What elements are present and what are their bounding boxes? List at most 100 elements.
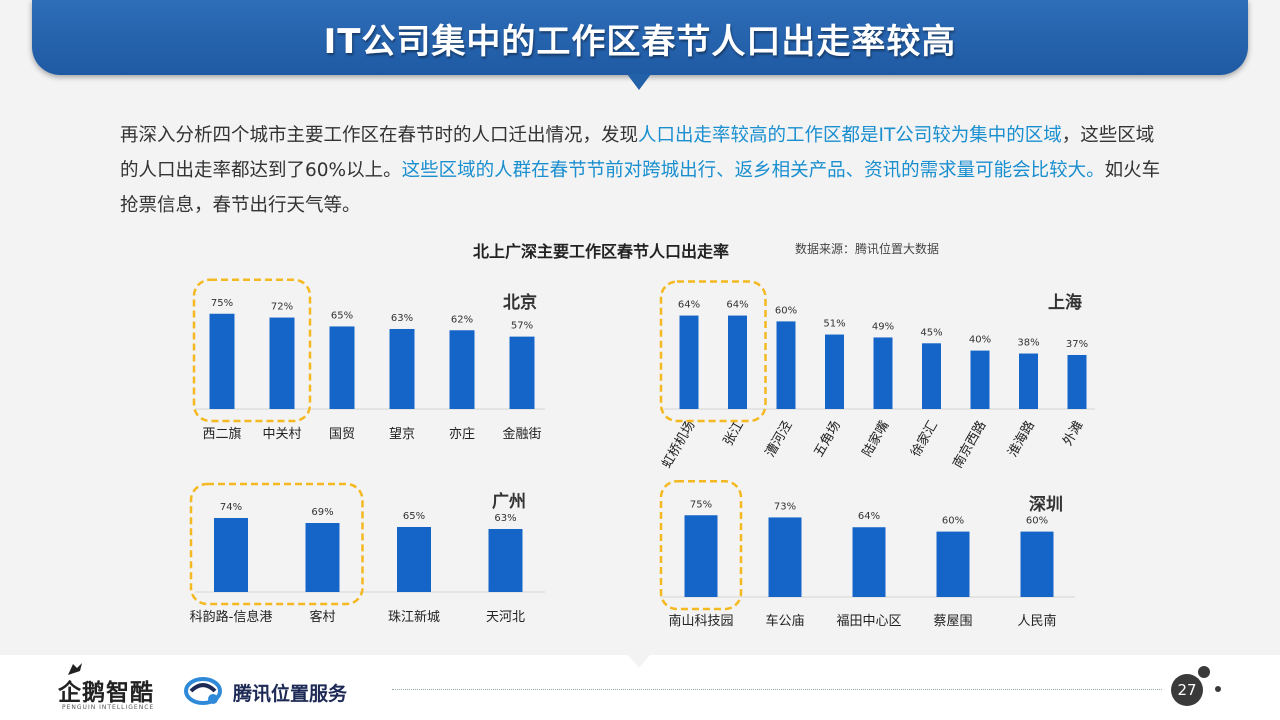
footer-notch bbox=[628, 655, 650, 668]
category-label-guangzhou: 珠江新城 bbox=[388, 609, 440, 625]
data-label-shanghai: 49% bbox=[872, 321, 894, 332]
data-label-shenzhen: 60% bbox=[1026, 516, 1048, 527]
category-label-beijing: 望京 bbox=[389, 426, 415, 442]
highlight-box-guangzhou bbox=[189, 482, 364, 606]
data-label-beijing: 62% bbox=[451, 314, 473, 325]
bar-beijing bbox=[389, 328, 415, 409]
data-label-beijing: 63% bbox=[391, 313, 413, 324]
city-title-shanghai: 上海 bbox=[1048, 292, 1082, 313]
desc-text-1: 再深入分析四个城市主要工作区在春节时的人口迁出情况，发现 bbox=[120, 125, 639, 146]
decor-dot bbox=[1198, 666, 1210, 678]
bar-shenzhen bbox=[768, 517, 802, 597]
category-label-shanghai: 淮海路 bbox=[1005, 418, 1038, 460]
penguin-icon bbox=[68, 663, 82, 675]
category-label-shanghai: 徐家汇 bbox=[908, 418, 941, 460]
category-label-shanghai: 五角场 bbox=[811, 419, 843, 460]
category-label-shanghai: 外滩 bbox=[1060, 419, 1086, 449]
charts-area: 北京 75% 西二旗 72% 中关村 65% 国贸 63% 望京 62% 亦庄 57% 金融街 上海 64%… bbox=[189, 278, 1095, 629]
data-label-shanghai: 40% bbox=[969, 335, 991, 346]
page-number: 27 bbox=[1171, 674, 1203, 706]
footer-divider bbox=[392, 689, 1162, 690]
bar-shanghai bbox=[922, 343, 941, 409]
bar-guangzhou bbox=[305, 523, 340, 592]
category-label-shenzhen: 车公庙 bbox=[765, 613, 804, 629]
category-label-shenzhen: 人民南 bbox=[1017, 613, 1056, 629]
bar-shenzhen bbox=[852, 527, 886, 597]
data-label-shanghai: 38% bbox=[1017, 338, 1039, 349]
bar-shenzhen bbox=[1020, 531, 1054, 597]
description-paragraph: 再深入分析四个城市主要工作区在春节时的人口迁出情况，发现人口出走率较高的工作区都… bbox=[120, 118, 1165, 223]
bar-shanghai bbox=[1019, 353, 1038, 409]
bar-guangzhou bbox=[488, 529, 523, 592]
data-label-shenzhen: 75% bbox=[690, 499, 712, 510]
category-label-shanghai: 虹桥机场 bbox=[659, 419, 698, 472]
city-title-beijing: 北京 bbox=[503, 292, 537, 313]
desc-text-3: 如火车抢票信息，春节出行天气等。 bbox=[120, 160, 1161, 216]
bar-shanghai bbox=[679, 315, 699, 409]
data-label-beijing: 65% bbox=[331, 310, 353, 321]
logo-penguin-intelligence: 企鹅智酷 bbox=[58, 680, 154, 706]
category-label-shenzhen: 福田中心区 bbox=[836, 614, 901, 629]
bar-beijing bbox=[269, 317, 295, 409]
bar-shanghai bbox=[970, 350, 990, 409]
data-label-shenzhen: 64% bbox=[858, 511, 880, 522]
category-label-beijing: 亦庄 bbox=[449, 426, 475, 442]
banner-pointer bbox=[627, 74, 651, 90]
bar-beijing bbox=[449, 330, 475, 409]
category-label-guangzhou: 客村 bbox=[309, 609, 335, 625]
category-label-shanghai: 南京西路 bbox=[950, 418, 990, 471]
desc-text-2: ，这些区域的人口出走率都达到了60%以上。 bbox=[120, 125, 1155, 181]
bar-beijing bbox=[509, 336, 535, 409]
data-label-guangzhou: 74% bbox=[220, 502, 242, 513]
page-title: IT公司集中的工作区春节人口出走率较高 bbox=[323, 22, 957, 62]
category-label-shenzhen: 南山科技园 bbox=[668, 613, 733, 629]
bar-shenzhen bbox=[936, 531, 970, 597]
bar-shanghai bbox=[1067, 354, 1087, 409]
bar-shenzhen bbox=[684, 515, 718, 597]
chart-title: 北上广深主要工作区春节人口出走率 bbox=[473, 242, 730, 261]
chart-source: 数据来源：腾讯位置大数据 bbox=[795, 242, 940, 256]
bar-shanghai bbox=[825, 334, 844, 409]
decor-dot bbox=[1215, 686, 1221, 692]
data-label-beijing: 57% bbox=[511, 321, 533, 332]
data-label-guangzhou: 63% bbox=[494, 513, 516, 524]
category-label-beijing: 中关村 bbox=[262, 427, 301, 442]
data-label-shenzhen: 73% bbox=[774, 501, 796, 512]
bar-shanghai bbox=[728, 315, 747, 409]
tencent-location-icon bbox=[184, 677, 222, 705]
category-label-shanghai: 陆家嘴 bbox=[859, 418, 892, 460]
bar-shanghai bbox=[873, 337, 893, 409]
data-label-shanghai: 64% bbox=[726, 300, 748, 311]
data-label-shanghai: 37% bbox=[1066, 339, 1088, 350]
city-title-guangzhou: 广州 bbox=[492, 491, 526, 512]
category-label-shanghai: 漕河泾 bbox=[763, 419, 795, 460]
desc-highlight-2: 这些区域的人群在春节节前对跨城出行、返乡相关产品、资讯的需求量可能会比较大。 bbox=[401, 160, 1105, 181]
data-label-shanghai: 51% bbox=[823, 319, 845, 330]
data-label-guangzhou: 65% bbox=[403, 511, 425, 522]
data-label-beijing: 72% bbox=[271, 302, 293, 313]
desc-highlight-1: 人口出走率较高的工作区都是IT公司较为集中的区域 bbox=[638, 125, 1062, 146]
title-banner: IT公司集中的工作区春节人口出走率较高 bbox=[32, 0, 1248, 75]
category-label-beijing: 金融街 bbox=[502, 426, 541, 442]
data-label-shenzhen: 60% bbox=[942, 516, 964, 527]
data-label-shanghai: 45% bbox=[920, 327, 942, 338]
data-label-beijing: 75% bbox=[211, 298, 233, 309]
category-label-guangzhou: 天河北 bbox=[486, 610, 525, 625]
bar-guangzhou bbox=[214, 518, 248, 592]
category-label-beijing: 国贸 bbox=[329, 427, 355, 442]
logo-tencent-location: 腾讯位置服务 bbox=[233, 683, 348, 705]
category-label-beijing: 西二旗 bbox=[202, 426, 241, 442]
highlight-box-shenzhen bbox=[659, 480, 743, 611]
bar-shanghai bbox=[776, 321, 796, 409]
logo-penguin-subtitle: PENGUIN INTELLIGENCE bbox=[62, 704, 155, 711]
highlight-box-shanghai bbox=[659, 280, 767, 423]
category-label-shenzhen: 蔡屋围 bbox=[933, 614, 972, 629]
data-label-guangzhou: 69% bbox=[311, 507, 333, 518]
bar-beijing bbox=[209, 313, 235, 409]
bar-guangzhou bbox=[397, 527, 431, 592]
city-title-shenzhen: 深圳 bbox=[1029, 494, 1063, 515]
data-label-shanghai: 64% bbox=[678, 300, 700, 311]
category-label-shanghai: 张江 bbox=[721, 419, 747, 449]
category-label-guangzhou: 科韵路-信息港 bbox=[190, 609, 273, 625]
bar-beijing bbox=[329, 326, 355, 409]
